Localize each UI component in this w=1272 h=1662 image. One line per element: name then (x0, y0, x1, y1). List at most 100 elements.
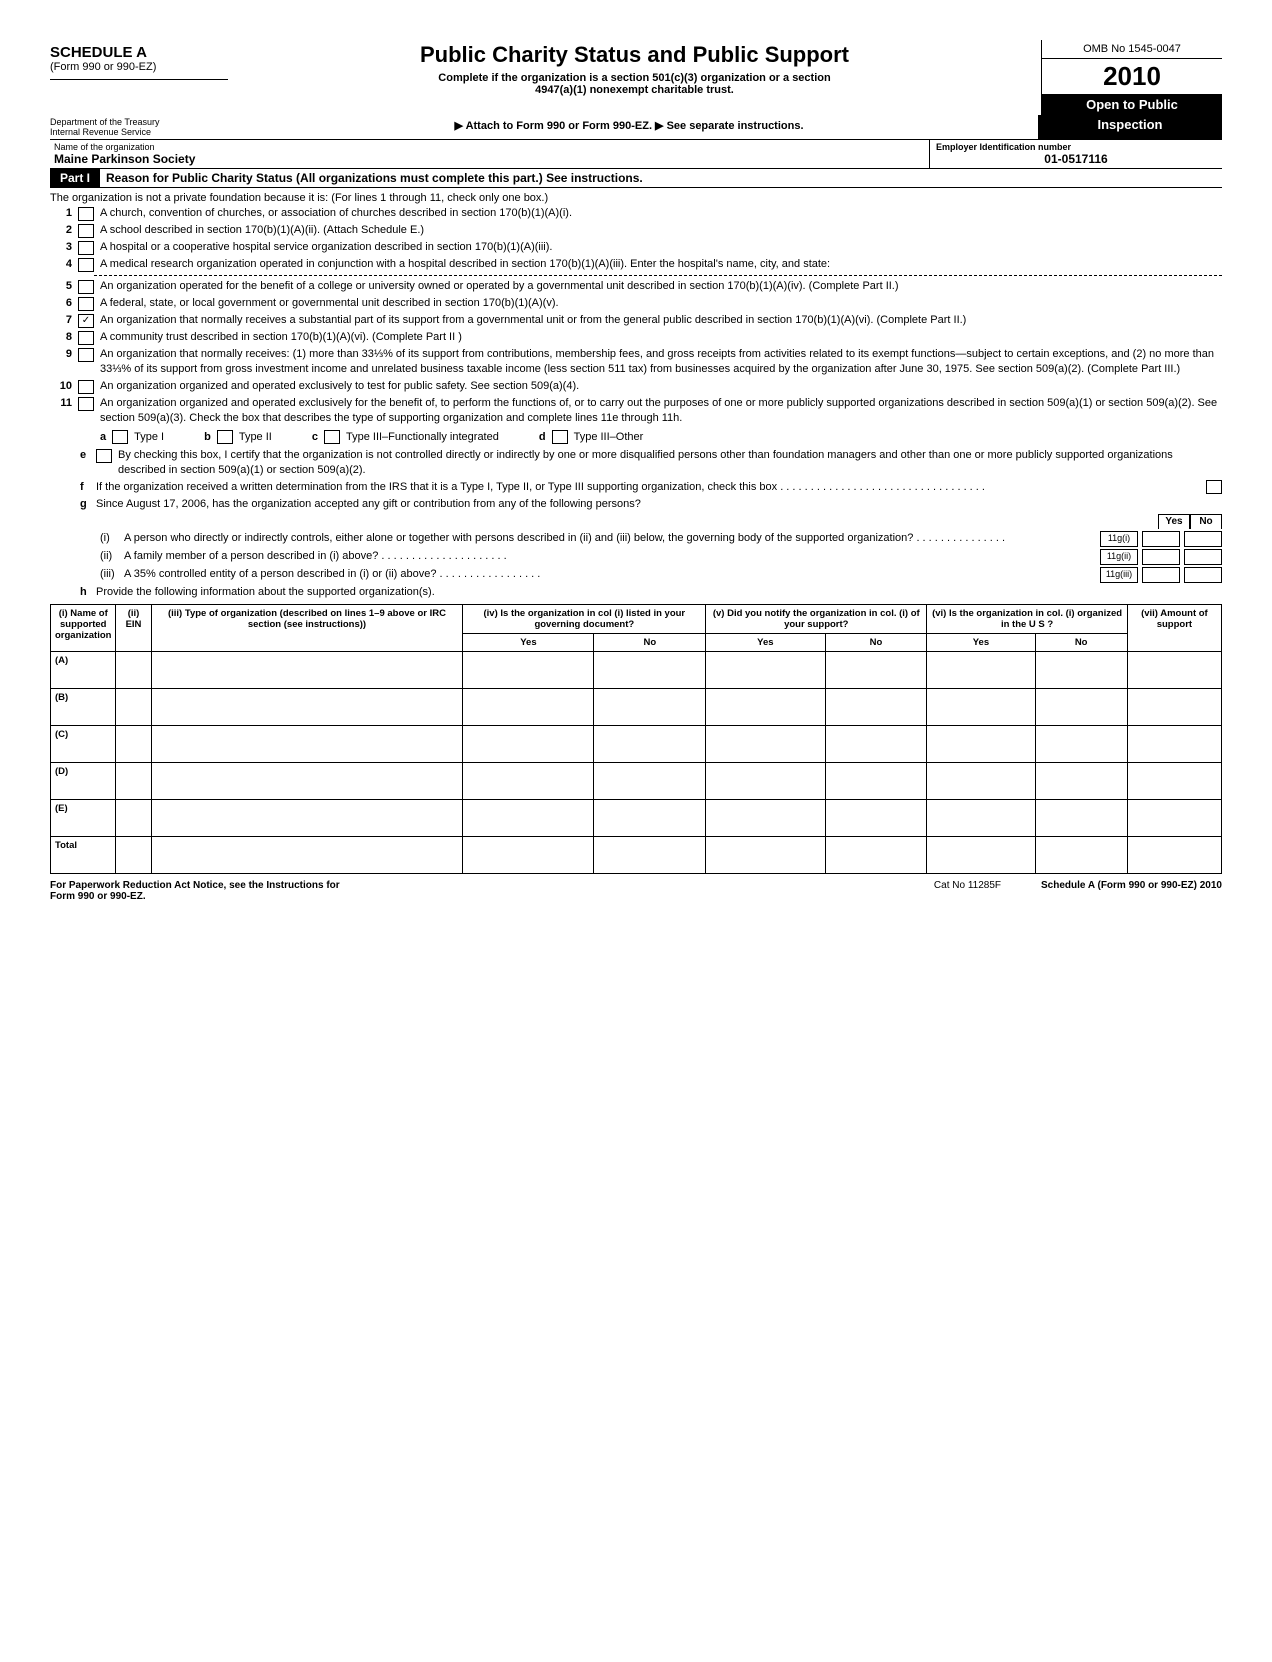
line-11f: f If the organization received a written… (80, 480, 1222, 495)
inspection: Inspection (1038, 115, 1222, 139)
checkbox-5[interactable] (78, 280, 94, 294)
vi-no: No (1035, 633, 1127, 651)
col-vii: (vii) Amount of support (1127, 604, 1221, 651)
yes-11gii[interactable] (1142, 549, 1180, 565)
header-center: Public Charity Status and Public Support… (228, 40, 1041, 98)
col-iii: (iii) Type of organization (described on… (151, 604, 463, 651)
dept-row: Department of the Treasury Internal Reve… (50, 115, 1222, 140)
iv-yes: Yes (463, 633, 594, 651)
type-a: Type I (134, 431, 164, 443)
col-vi: (vi) Is the organization in col. (i) org… (927, 604, 1127, 633)
row-b: (B) (51, 688, 1222, 725)
org-name-box: Name of the organization Maine Parkinson… (50, 140, 929, 168)
checkbox-11c[interactable] (324, 430, 340, 444)
line-3: 3A hospital or a cooperative hospital se… (50, 240, 1222, 255)
row-total: Total (51, 836, 1222, 873)
yes-11gi[interactable] (1142, 531, 1180, 547)
dept2: Internal Revenue Service (50, 127, 220, 137)
dept-left: Department of the Treasury Internal Reve… (50, 115, 220, 139)
year-prefix: 20 (1103, 61, 1132, 91)
cell-11gii: 11g(ii) (1100, 549, 1138, 565)
checkbox-11f[interactable] (1206, 480, 1222, 494)
line-5: 5An organization operated for the benefi… (50, 279, 1222, 294)
open-public: Open to Public (1042, 94, 1222, 115)
hospital-blank (94, 275, 1222, 276)
part1-bar: Part I Reason for Public Charity Status … (50, 169, 1222, 188)
checkbox-11d[interactable] (552, 430, 568, 444)
no-11gii[interactable] (1184, 549, 1222, 565)
checkbox-2[interactable] (78, 224, 94, 238)
checkbox-8[interactable] (78, 331, 94, 345)
type-b: Type II (239, 431, 272, 443)
g-ii: (ii)A family member of a person describe… (100, 549, 1222, 565)
support-header-row: (i) Name of supported organization (ii) … (51, 604, 1222, 633)
row-e: (E) (51, 799, 1222, 836)
form-title: Public Charity Status and Public Support (236, 42, 1033, 68)
checkbox-9[interactable] (78, 348, 94, 362)
cell-11gi: 11g(i) (1100, 531, 1138, 547)
checkbox-4[interactable] (78, 258, 94, 272)
tax-year: 2010 (1042, 59, 1222, 94)
checkbox-11b[interactable] (217, 430, 233, 444)
checkbox-10[interactable] (78, 380, 94, 394)
row-d: (D) (51, 762, 1222, 799)
org-name: Maine Parkinson Society (54, 152, 925, 166)
form-header: SCHEDULE A (Form 990 or 990-EZ) Public C… (50, 40, 1222, 115)
yes-hdr: Yes (1158, 514, 1190, 529)
header-left: SCHEDULE A (Form 990 or 990-EZ) (50, 40, 228, 80)
checkbox-11e[interactable] (96, 449, 112, 463)
col-ii: (ii) EIN (116, 604, 151, 651)
type-c: Type III–Functionally integrated (346, 431, 499, 443)
line-8: 8A community trust described in section … (50, 330, 1222, 345)
footer: For Paperwork Reduction Act Notice, see … (50, 880, 1222, 902)
yes-11giii[interactable] (1142, 567, 1180, 583)
checkbox-7[interactable]: ✓ (78, 314, 94, 328)
no-11gi[interactable] (1184, 531, 1222, 547)
subtitle-2: 4947(a)(1) nonexempt charitable trust. (236, 84, 1033, 96)
vi-yes: Yes (927, 633, 1035, 651)
omb-number: OMB No 1545-0047 (1042, 40, 1222, 59)
col-iv: (iv) Is the organization in col (i) list… (463, 604, 706, 633)
line-6: 6A federal, state, or local government o… (50, 296, 1222, 311)
footer-right: Schedule A (Form 990 or 990-EZ) 2010 (1041, 880, 1222, 902)
row-a: (A) (51, 651, 1222, 688)
checkbox-3[interactable] (78, 241, 94, 255)
ein-box: Employer Identification number 01-051711… (929, 140, 1222, 168)
iv-no: No (594, 633, 706, 651)
row-c: (C) (51, 725, 1222, 762)
line-11g: g Since August 17, 2006, has the organiz… (80, 497, 1222, 512)
support-table: (i) Name of supported organization (ii) … (50, 604, 1222, 874)
schedule-label: SCHEDULE A (50, 44, 220, 61)
line-7: 7✓An organization that normally receives… (50, 313, 1222, 328)
part1-title: Reason for Public Charity Status (All or… (100, 171, 643, 185)
checkbox-11[interactable] (78, 397, 94, 411)
checkbox-1[interactable] (78, 207, 94, 221)
line-9: 9An organization that normally receives:… (50, 347, 1222, 377)
no-11giii[interactable] (1184, 567, 1222, 583)
line-10: 10An organization organized and operated… (50, 379, 1222, 394)
part1-tag: Part I (50, 169, 100, 187)
g-i: (i)A person who directly or indirectly c… (100, 531, 1222, 547)
footer-cat: Cat No 11285F (934, 880, 1001, 902)
line-11h: h Provide the following information abou… (80, 585, 1222, 600)
checkbox-11a[interactable] (112, 430, 128, 444)
part1-intro: The organization is not a private founda… (50, 192, 1222, 204)
header-right: OMB No 1545-0047 2010 Open to Public (1041, 40, 1222, 115)
dept1: Department of the Treasury (50, 117, 220, 127)
col-v: (v) Did you notify the organization in c… (706, 604, 927, 633)
org-name-label: Name of the organization (54, 142, 925, 152)
line-4: 4A medical research organization operate… (50, 257, 1222, 272)
ein-label: Employer Identification number (936, 142, 1216, 152)
cell-11giii: 11g(iii) (1100, 567, 1138, 583)
footer-left: For Paperwork Reduction Act Notice, see … (50, 880, 894, 902)
attach-instr: ▶ Attach to Form 990 or Form 990-EZ. ▶ S… (220, 115, 1038, 139)
form-ref: (Form 990 or 990-EZ) (50, 61, 220, 73)
col-i: (i) Name of supported organization (51, 604, 116, 651)
line-2: 2A school described in section 170(b)(1)… (50, 223, 1222, 238)
line-11e: e By checking this box, I certify that t… (80, 448, 1222, 478)
g-iii: (iii)A 35% controlled entity of a person… (100, 567, 1222, 583)
checkbox-6[interactable] (78, 297, 94, 311)
year-bold: 10 (1132, 61, 1161, 91)
line-11: 11An organization organized and operated… (50, 396, 1222, 426)
v-no: No (825, 633, 927, 651)
